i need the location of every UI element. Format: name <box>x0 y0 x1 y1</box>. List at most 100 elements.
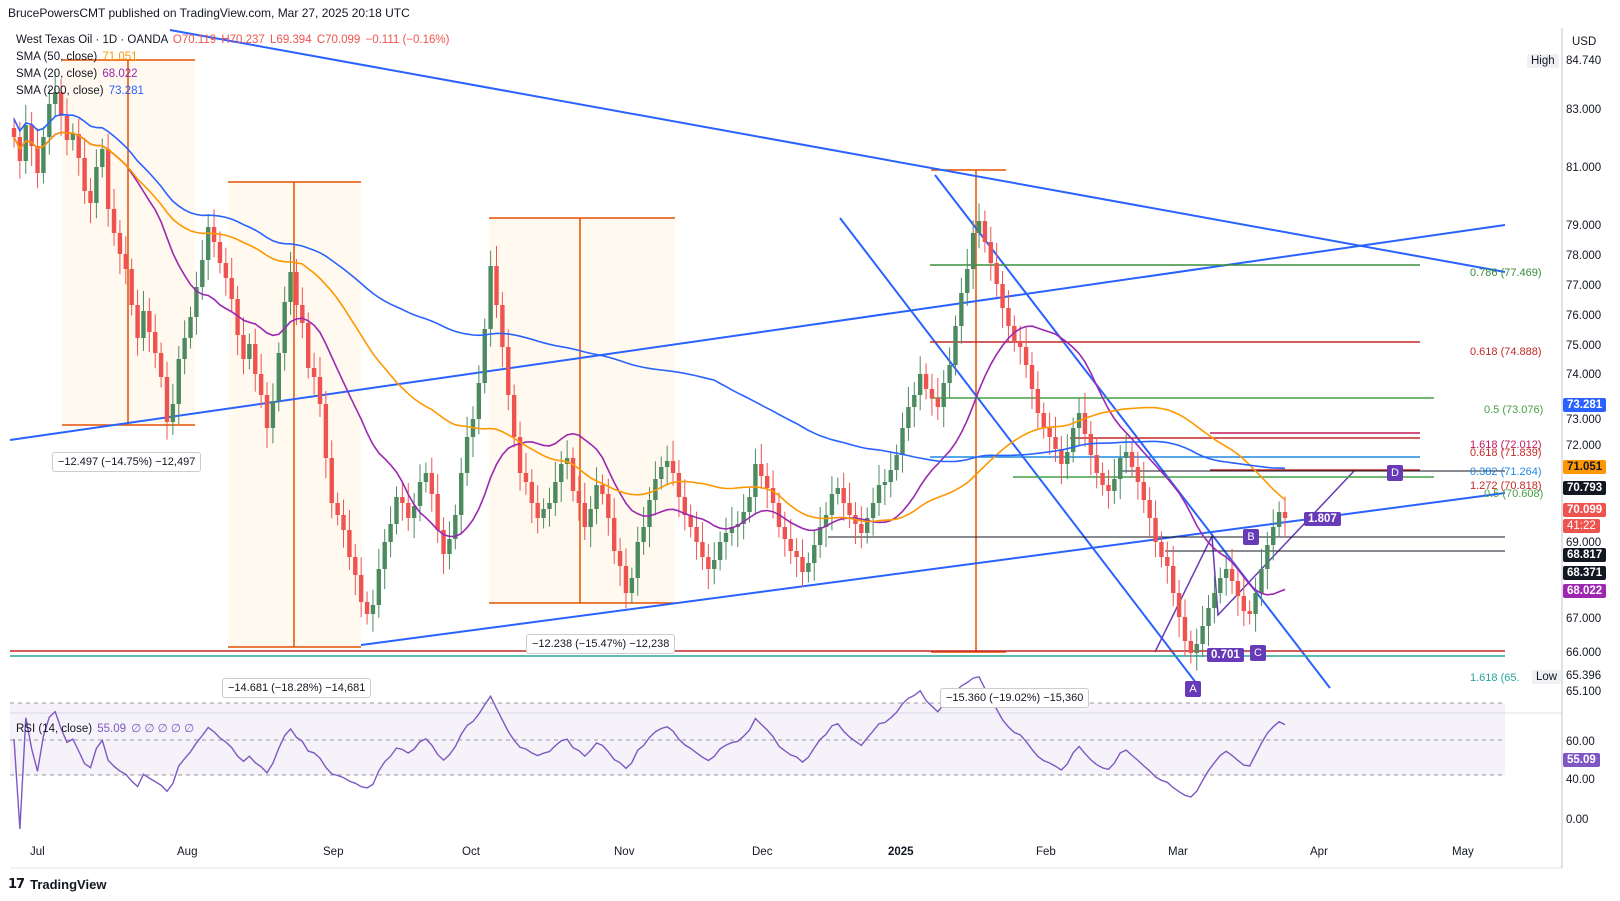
candle-body <box>211 227 217 242</box>
sma200-legend[interactable]: SMA (200, close) 73.281 <box>16 85 144 97</box>
ohlc-low: L69.394 <box>270 34 312 46</box>
candle-body <box>588 509 593 527</box>
candle-body <box>835 488 840 494</box>
candle-body <box>1094 455 1099 473</box>
candle-body <box>1082 413 1088 434</box>
fib-label-05a: 0.5 (73.076) <box>1484 404 1544 416</box>
candle-body <box>29 125 34 146</box>
candle-body <box>41 137 46 173</box>
candle-body <box>623 566 629 593</box>
candle-body <box>417 482 423 506</box>
candle-body <box>176 359 181 404</box>
candle-body <box>511 395 517 437</box>
candle-body <box>712 560 717 569</box>
candle-body <box>1170 566 1176 593</box>
sma50-legend[interactable]: SMA (50, close) 71.051 <box>16 51 138 63</box>
candle-body <box>223 263 229 278</box>
candle-body <box>1212 593 1217 608</box>
fib-label-1618a: 1.618 (72.012) <box>1470 439 1542 451</box>
candle-body <box>1023 347 1029 365</box>
ohlc-close: C70.099 <box>316 34 361 46</box>
symbol-legend[interactable]: West Texas Oil · 1D · OANDA O70.119 H70.… <box>16 34 449 46</box>
candle-body <box>670 461 676 473</box>
candle-body <box>94 167 99 203</box>
candle-body <box>906 407 911 428</box>
fib-label-0786: 0.786 (77.469) <box>1470 267 1542 279</box>
candle-body <box>300 305 305 323</box>
rsi-extra: ∅ ∅ ∅ ∅ ∅ <box>131 723 195 735</box>
candle-body <box>988 242 993 263</box>
candle-body <box>1100 473 1105 485</box>
candle-body <box>641 527 646 542</box>
candle-body <box>482 329 487 383</box>
candle-body <box>912 395 917 407</box>
x-tick-may: May <box>1452 846 1474 858</box>
candle-body <box>200 260 205 287</box>
candle-body <box>894 455 899 470</box>
candle-body <box>700 542 705 557</box>
candle-body <box>953 326 958 365</box>
rsi-tick-40: 40.00 <box>1566 774 1595 786</box>
measure-label-2: −14.681 (−18.28%) −14,681 <box>222 678 372 698</box>
ratio-label-2: 0.701 <box>1207 648 1244 662</box>
candle-body <box>1018 341 1023 347</box>
countdown-tag: 41:22 <box>1563 519 1600 533</box>
candle-body <box>965 269 970 293</box>
rsi-legend[interactable]: RSI (14, close) 55.09 ∅ ∅ ∅ ∅ ∅ <box>16 721 194 735</box>
candle-body <box>1035 389 1041 413</box>
candle-body <box>194 287 199 317</box>
candle-body <box>52 92 58 104</box>
candle-body <box>23 125 28 161</box>
candle-body <box>306 323 311 368</box>
candle-body <box>1176 593 1182 617</box>
tradingview-brand[interactable]: 𝟭𝟳 TradingView <box>8 876 106 892</box>
candle-body <box>876 485 882 503</box>
candle-body <box>329 458 334 503</box>
sma200-label: SMA (200, close) <box>16 85 104 97</box>
candle-body <box>1065 452 1070 464</box>
candle-body <box>629 578 635 593</box>
candle-body <box>947 365 952 383</box>
sma200-line <box>13 113 1286 470</box>
level2-price-tag: 68.371 <box>1563 566 1607 580</box>
candle-body <box>188 317 193 338</box>
fib-label-0618b: 0.618 (71.839) <box>1470 447 1542 459</box>
candle-body <box>105 149 111 209</box>
y-tick-77: 77.000 <box>1566 280 1602 292</box>
candle-body <box>47 104 52 137</box>
candle-body <box>782 527 788 539</box>
point-b: B <box>1243 529 1259 545</box>
candle-body <box>1047 428 1052 437</box>
candle-body <box>382 542 387 569</box>
candle-body <box>817 527 823 545</box>
trendline-descending <box>169 29 1506 273</box>
trendline-upper-rising <box>9 224 1506 441</box>
candle-body <box>1253 593 1258 614</box>
measure-zone-3 <box>489 218 675 603</box>
y-low-value: 65.396 <box>1566 670 1602 682</box>
x-tick-apr: Apr <box>1310 846 1328 858</box>
candle-body <box>764 476 770 488</box>
candle-body <box>582 503 587 527</box>
y-high-value: 84.740 <box>1566 55 1602 67</box>
level1-price-tag: 68.817 <box>1563 548 1607 562</box>
sma200-price-tag: 73.281 <box>1563 398 1607 412</box>
rsi-value: 55.09 <box>97 723 127 735</box>
candle-body <box>1000 284 1005 308</box>
candle-body <box>147 311 152 332</box>
candle-body <box>1123 452 1129 458</box>
y-tick-76: 76.000 <box>1566 310 1602 322</box>
candle-body <box>64 116 70 140</box>
candle-body <box>88 191 93 203</box>
sma20-legend[interactable]: SMA (20, close) 68.022 <box>16 68 138 80</box>
candle-body <box>635 542 640 578</box>
x-tick-oct: Oct <box>462 846 480 858</box>
candle-body <box>570 458 576 491</box>
candle-body <box>917 374 923 395</box>
candle-body <box>406 503 411 518</box>
high-marker: High <box>1527 54 1559 68</box>
x-tick-sep: Sep <box>323 846 344 858</box>
currency-label[interactable]: USD <box>1572 36 1597 48</box>
candle-body <box>158 353 164 377</box>
